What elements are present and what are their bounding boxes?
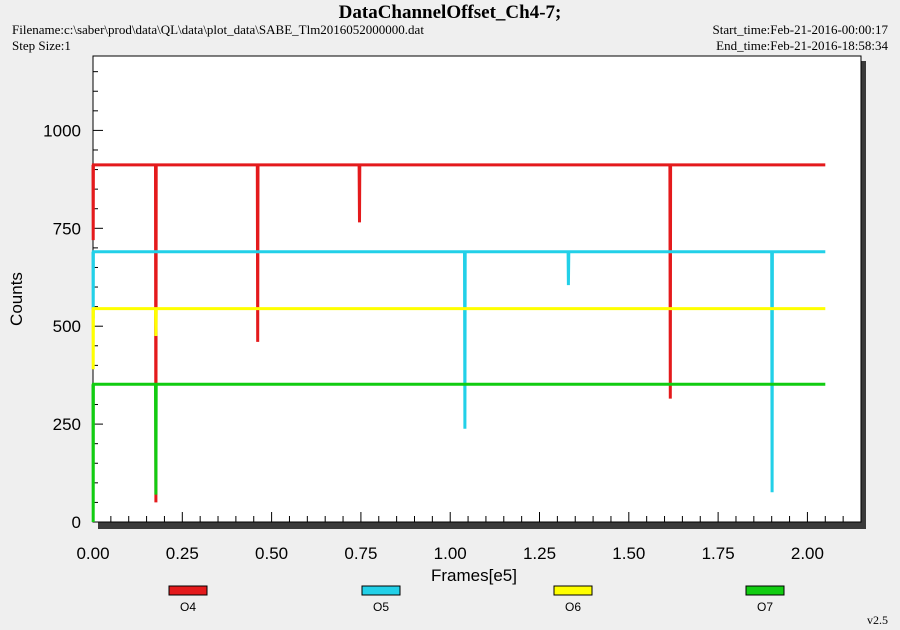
x-tick-label: 1.00 — [434, 544, 467, 563]
y-tick-label: 750 — [53, 219, 81, 238]
y-tick-label: 500 — [53, 317, 81, 336]
x-tick-label: 0.00 — [76, 544, 109, 563]
legend-label: O4 — [180, 600, 196, 614]
x-tick-label: 0.75 — [344, 544, 377, 563]
legend-label: O7 — [757, 600, 773, 614]
x-tick-label: 0.25 — [166, 544, 199, 563]
axis-labels: 0 250 500 750 1000 0.00 0.25 0.50 0.75 1.00 1.25 1.… — [7, 121, 824, 585]
series-line-o7 — [91, 382, 826, 523]
plot-area — [92, 55, 862, 523]
legend-swatch — [553, 585, 593, 596]
legend-label: O6 — [565, 600, 581, 614]
x-tick-label: 2.00 — [791, 544, 824, 563]
x-axis-label: Frames[e5] — [431, 566, 517, 585]
y-tick-label: 0 — [72, 513, 81, 532]
legend-swatch — [745, 585, 785, 596]
version-label: v2.5 — [867, 613, 888, 627]
chart-title: DataChannelOffset_Ch4-7; — [338, 2, 562, 23]
end-time-label: End_time:Feb-21-2016-18:58:34 — [716, 38, 888, 53]
legend-swatch — [168, 585, 208, 596]
x-tick-label: 1.25 — [523, 544, 556, 563]
x-tick-label: 1.75 — [702, 544, 735, 563]
filename-label: Filename:c:\saber\prod\data\QL\data\plot… — [12, 22, 424, 37]
y-axis-label: Counts — [7, 272, 26, 326]
x-tick-label: 1.50 — [612, 544, 645, 563]
y-tick-label: 1000 — [43, 121, 81, 140]
y-tick-label: 250 — [53, 415, 81, 434]
x-tick-label: 0.50 — [255, 544, 288, 563]
legend-swatch — [361, 585, 401, 596]
step-size-label: Step Size:1 — [12, 38, 71, 53]
series-line-o4 — [91, 163, 826, 503]
series-group — [91, 163, 826, 523]
series-line-o6 — [91, 307, 826, 370]
legend: O4 O5 O6 O7 — [168, 585, 785, 614]
legend-label: O5 — [373, 600, 389, 614]
series-line-o5 — [91, 250, 826, 493]
start-time-label: Start_time:Feb-21-2016-00:00:17 — [712, 22, 888, 37]
